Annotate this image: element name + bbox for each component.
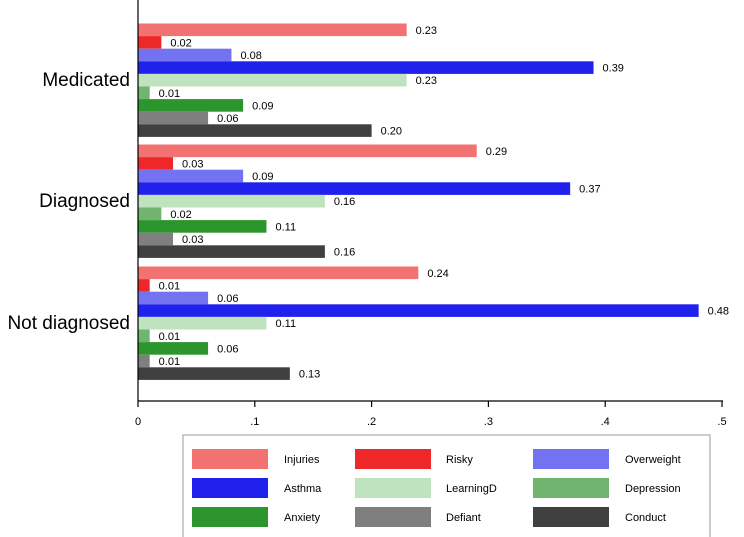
value-label-not-diagnosed-depression: 0.01 [159, 331, 180, 343]
category-label-not-diagnosed: Not diagnosed [7, 313, 130, 334]
bar-medicated-injuries [138, 23, 407, 37]
bar-medicated-conduct [138, 124, 372, 137]
value-label-medicated-depression: 0.01 [159, 88, 180, 100]
bar-diagnosed-risky [138, 157, 174, 170]
bar-diagnosed-defiant [138, 232, 174, 246]
value-label-not-diagnosed-injuries: 0.24 [427, 268, 448, 280]
bar-not-diagnosed-injuries [138, 266, 419, 280]
bar-not-diagnosed-overweight [138, 291, 209, 305]
value-label-not-diagnosed-overweight: 0.06 [217, 293, 238, 305]
x-tick-label: .2 [367, 416, 376, 428]
bar-medicated-defiant [138, 111, 209, 125]
legend-label-conduct: Conduct [625, 512, 666, 524]
value-label-not-diagnosed-anxiety: 0.06 [217, 343, 238, 355]
value-label-medicated-conduct: 0.20 [381, 126, 402, 138]
x-tick-label: .5 [717, 416, 726, 428]
category-label-diagnosed: Diagnosed [39, 191, 130, 212]
legend-label-defiant: Defiant [446, 512, 481, 524]
bars-layer [138, 23, 699, 380]
value-label-not-diagnosed-risky: 0.01 [159, 280, 180, 292]
value-label-diagnosed-anxiety: 0.11 [275, 221, 296, 233]
bar-medicated-risky [138, 36, 162, 49]
bar-diagnosed-learningd [138, 194, 325, 208]
legend-swatch-depression [533, 478, 609, 498]
legend-swatch-overweight [533, 449, 609, 469]
bar-medicated-asthma [138, 61, 594, 74]
value-label-medicated-learningd: 0.23 [416, 75, 437, 87]
value-label-medicated-risky: 0.02 [170, 37, 191, 49]
legend-label-asthma: Asthma [284, 483, 322, 495]
legend-swatch-conduct [533, 507, 609, 527]
bar-not-diagnosed-asthma [138, 304, 699, 317]
x-tick-label: .3 [484, 416, 493, 428]
legend-swatch-learningd [355, 478, 431, 498]
value-label-medicated-injuries: 0.23 [416, 25, 437, 37]
value-labels: 0.23 0.02 0.08 0.39 0.23 0.01 0.09 0.06 0.20 0.29… [159, 25, 729, 381]
value-label-medicated-asthma: 0.39 [603, 63, 624, 75]
value-label-medicated-anxiety: 0.09 [252, 100, 273, 112]
value-label-diagnosed-depression: 0.02 [170, 209, 191, 221]
bar-diagnosed-asthma [138, 182, 571, 195]
bar-not-diagnosed-conduct [138, 367, 290, 380]
bar-diagnosed-conduct [138, 245, 325, 258]
value-label-medicated-defiant: 0.06 [217, 113, 238, 125]
legend-label-overweight: Overweight [625, 454, 681, 466]
legend-swatch-injuries [192, 449, 268, 469]
bar-medicated-depression [138, 86, 150, 100]
value-label-not-diagnosed-conduct: 0.13 [299, 369, 320, 381]
legend-swatch-anxiety [192, 507, 268, 527]
bar-not-diagnosed-learningd [138, 316, 267, 330]
x-axis: 0 .1 .2 .3 .4 .5 [135, 0, 727, 428]
value-label-diagnosed-overweight: 0.09 [252, 171, 273, 183]
x-tick-label: .4 [601, 416, 610, 428]
x-tick-label: .1 [250, 416, 259, 428]
legend-swatch-risky [355, 449, 431, 469]
legend-label-anxiety: Anxiety [284, 512, 321, 524]
value-label-medicated-overweight: 0.08 [240, 50, 261, 62]
legend-label-risky: Risky [446, 454, 473, 466]
bar-not-diagnosed-defiant [138, 354, 150, 368]
value-label-diagnosed-asthma: 0.37 [579, 184, 600, 196]
value-label-diagnosed-conduct: 0.16 [334, 247, 355, 259]
value-label-diagnosed-injuries: 0.29 [486, 146, 507, 158]
bar-medicated-anxiety [138, 99, 244, 112]
legend-box [182, 434, 711, 537]
bar-not-diagnosed-risky [138, 279, 150, 292]
bar-not-diagnosed-anxiety [138, 342, 209, 355]
legend: Injuries Risky Overweight Asthma LearningD De… [182, 434, 711, 537]
value-label-diagnosed-learningd: 0.16 [334, 196, 355, 208]
bar-diagnosed-anxiety [138, 220, 267, 233]
category-label-medicated: Medicated [42, 70, 130, 91]
category-labels: Medicated Diagnosed Not diagnosed [7, 70, 130, 334]
bar-medicated-overweight [138, 48, 232, 62]
legend-swatch-asthma [192, 478, 268, 498]
bar-medicated-learningd [138, 73, 407, 87]
value-label-diagnosed-risky: 0.03 [182, 158, 203, 170]
value-label-not-diagnosed-learningd: 0.11 [275, 318, 296, 330]
value-label-not-diagnosed-asthma: 0.48 [708, 306, 729, 318]
legend-label-depression: Depression [625, 483, 681, 495]
x-tick-label: 0 [135, 416, 141, 428]
bar-diagnosed-overweight [138, 169, 244, 183]
value-label-not-diagnosed-defiant: 0.01 [159, 356, 180, 368]
bar-diagnosed-depression [138, 207, 162, 221]
legend-label-learningd: LearningD [446, 483, 497, 495]
legend-swatch-defiant [355, 507, 431, 527]
bar-diagnosed-injuries [138, 144, 477, 158]
bar-not-diagnosed-depression [138, 329, 150, 343]
value-label-diagnosed-defiant: 0.03 [182, 234, 203, 246]
legend-label-injuries: Injuries [284, 454, 320, 466]
